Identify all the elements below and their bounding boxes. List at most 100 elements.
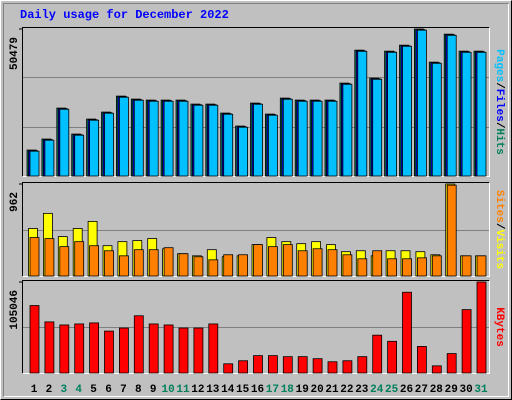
bar (282, 98, 293, 177)
legend-entry: Files (493, 89, 505, 122)
x-tick-label: 6 (105, 384, 112, 396)
bar (402, 258, 412, 277)
legend-separator: / (493, 122, 505, 129)
bar (133, 249, 144, 277)
bar (163, 100, 174, 177)
bevel (3, 3, 509, 397)
legend-entry: Hits (493, 128, 505, 154)
x-tick-label: 19 (296, 384, 309, 396)
bar (178, 100, 189, 177)
bar (416, 29, 427, 177)
x-tick-label: 2 (46, 384, 53, 396)
bar (476, 281, 487, 374)
bar (89, 322, 99, 374)
bar (387, 258, 398, 277)
x-tick-label: 11 (176, 384, 190, 396)
bar (461, 255, 472, 277)
bar (148, 100, 159, 177)
x-tick-label: 17 (266, 384, 279, 396)
bar (104, 112, 114, 177)
bar (357, 50, 368, 177)
bar (431, 62, 442, 177)
bar (193, 256, 204, 277)
bar (431, 255, 442, 277)
bar (223, 113, 234, 177)
x-tick-label: 9 (150, 384, 157, 396)
bar (119, 255, 129, 277)
bar (133, 99, 144, 177)
bar (282, 244, 293, 277)
x-tick-label: 15 (236, 384, 250, 396)
bar (327, 100, 338, 177)
bar (312, 248, 323, 277)
bar (372, 250, 383, 277)
bar (74, 323, 85, 374)
bar (446, 34, 457, 177)
bar (327, 361, 338, 374)
legend-separator: / (493, 223, 505, 230)
x-tick-label: 26 (400, 384, 413, 396)
bar (342, 254, 353, 277)
bar (44, 139, 55, 177)
bar (297, 250, 308, 277)
bar (148, 323, 159, 374)
bar (74, 134, 85, 177)
bevel (22, 280, 490, 374)
x-tick-label: 25 (385, 384, 399, 396)
bar (148, 249, 159, 277)
bar (253, 103, 263, 177)
bar (133, 315, 144, 374)
bar (208, 259, 219, 277)
bar (431, 365, 442, 374)
y-tick-label: 962 (9, 192, 21, 212)
bar (238, 360, 249, 374)
x-tick-label: 18 (281, 384, 295, 396)
bar (238, 254, 249, 277)
bar (387, 340, 398, 374)
bar (461, 309, 472, 374)
bevel (22, 182, 490, 277)
bar (74, 241, 85, 277)
bar (193, 327, 204, 374)
bar (104, 250, 114, 277)
bar (297, 356, 308, 374)
bar (387, 51, 398, 177)
bevel (22, 182, 490, 277)
bar (357, 356, 368, 374)
bar (193, 104, 204, 177)
bevel (22, 27, 490, 177)
legend-entry: Visits (493, 230, 505, 270)
bar (59, 246, 70, 277)
bar (253, 244, 263, 277)
x-tick-label: 10 (161, 384, 174, 396)
bar (267, 246, 278, 277)
bevel (22, 27, 490, 177)
bar (416, 346, 427, 374)
legend-entry: Pages (493, 49, 505, 82)
bar (402, 291, 412, 374)
legend: KBytes (493, 307, 505, 347)
y-tick-label: 50479 (9, 37, 21, 70)
bar (253, 355, 263, 374)
x-tick-label: 16 (251, 384, 264, 396)
legend: Pages/Files/Hits (493, 49, 505, 155)
x-tick-label: 28 (430, 384, 444, 396)
bar (29, 237, 40, 277)
bevel (3, 3, 509, 397)
bar (416, 257, 427, 277)
bar (223, 363, 234, 374)
x-tick-label: 5 (90, 384, 97, 396)
bar (446, 184, 457, 277)
bar (402, 45, 412, 177)
bar (29, 305, 40, 374)
x-tick-label: 21 (325, 384, 339, 396)
x-tick-label: 23 (355, 384, 369, 396)
bar (312, 358, 323, 374)
x-tick-label: 27 (415, 384, 428, 396)
x-tick-label: 29 (445, 384, 458, 396)
x-tick-label: 12 (191, 384, 204, 396)
bar (342, 360, 353, 374)
x-tick-label: 4 (75, 384, 82, 396)
bar (208, 104, 219, 177)
